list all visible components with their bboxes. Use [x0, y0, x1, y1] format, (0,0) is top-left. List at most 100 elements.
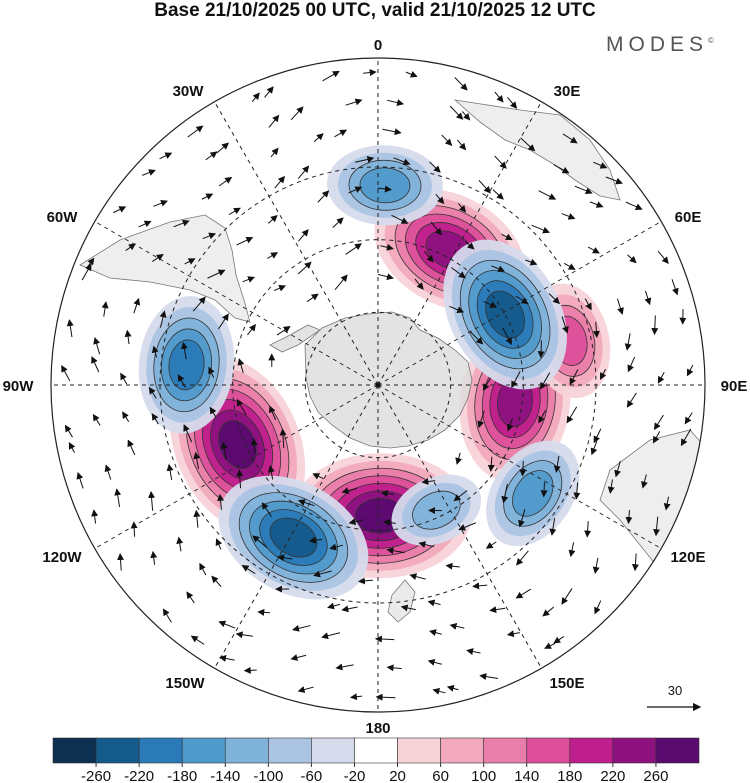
wind-vector — [177, 374, 186, 388]
colorbar-swatch — [311, 737, 355, 764]
colorbar-tick-label: -100 — [253, 768, 283, 783]
wind-vector — [133, 297, 141, 314]
anomaly-contour — [269, 517, 318, 558]
wind-vector — [663, 496, 671, 511]
wind-vector — [104, 464, 112, 480]
wind-vector — [515, 295, 529, 304]
wind-vector — [657, 371, 665, 384]
modes-logo-text: MODES — [606, 33, 709, 56]
reference-vector: 30 — [647, 683, 702, 712]
colorbar-swatch — [354, 737, 398, 764]
meridian-line — [204, 85, 379, 386]
wind-vector — [593, 428, 602, 444]
wind-vector — [627, 356, 636, 373]
wind-vector — [317, 190, 330, 203]
wind-vector — [566, 406, 578, 424]
wind-vector — [569, 369, 579, 386]
lon-label-120e: 120E — [670, 549, 705, 566]
wind-vector — [297, 499, 315, 507]
meridian-line — [377, 211, 678, 386]
wind-vector — [472, 582, 488, 590]
wind-vector — [152, 254, 164, 262]
wind-vector — [261, 502, 272, 518]
wind-vector — [574, 185, 593, 195]
wind-vector — [209, 406, 217, 418]
wind-vector — [125, 243, 136, 252]
wind-vector — [563, 262, 576, 270]
wind-vector — [400, 604, 416, 612]
wind-vector — [151, 345, 159, 358]
colorbar-swatch — [181, 737, 226, 764]
colorbar-tick-label: 20 — [389, 768, 406, 783]
wind-vector — [418, 541, 434, 548]
wind-vector — [435, 193, 445, 205]
wind-vector — [273, 284, 287, 292]
wind-vector — [624, 333, 632, 351]
wind-vector — [485, 541, 497, 549]
wind-vector — [429, 629, 442, 637]
wind-vector — [151, 413, 159, 425]
colorbar-swatch — [655, 737, 700, 764]
wind-vector — [159, 310, 167, 328]
wind-vector — [625, 201, 643, 210]
colorbar-swatch — [138, 737, 183, 764]
wind-vector — [176, 536, 184, 552]
colorbar-swatch — [95, 737, 140, 764]
colorbar-tick-label: -20 — [344, 768, 366, 783]
anomaly-negative-9 — [138, 296, 235, 434]
wind-vector — [654, 414, 664, 431]
wind-vector — [540, 482, 548, 498]
wind-vector — [553, 636, 565, 644]
wind-vector — [332, 217, 344, 228]
wind-vector — [491, 265, 506, 273]
wind-vector — [148, 386, 157, 399]
wind-vector — [268, 114, 280, 128]
wind-vector — [478, 180, 491, 194]
wind-vector — [76, 471, 84, 489]
wind-vector — [334, 274, 348, 291]
wind-vector — [501, 483, 509, 504]
wind-vector — [148, 490, 156, 511]
wind-vector — [130, 521, 138, 537]
meridian-line — [204, 384, 379, 685]
wind-vector — [355, 156, 375, 163]
wind-vector — [298, 229, 309, 242]
wind-vector — [537, 340, 545, 359]
wind-vector — [590, 440, 598, 456]
wind-vector — [380, 243, 394, 251]
antarctic-peninsula — [269, 324, 321, 353]
wind-vector — [614, 461, 621, 478]
wind-vector — [616, 298, 624, 315]
wind-vector — [81, 263, 92, 281]
wind-vector — [519, 460, 527, 477]
wind-vector — [101, 301, 109, 317]
new-zealand-outline — [387, 579, 416, 623]
wind-vector — [349, 693, 363, 701]
wind-vector — [207, 269, 226, 279]
lon-label-60w: 60W — [47, 209, 79, 226]
wind-vector — [377, 185, 392, 193]
wind-vector — [568, 542, 576, 558]
colorbar-tick-label: 100 — [471, 768, 496, 783]
wind-vector — [270, 147, 279, 158]
wind-vector — [607, 479, 615, 494]
wind-vector — [657, 250, 669, 265]
wind-vector — [409, 573, 426, 580]
colorbar-tick-label: 260 — [643, 768, 668, 783]
wind-vector — [186, 591, 195, 604]
wind-vector — [387, 99, 405, 107]
colorbar-tick-label: 180 — [557, 768, 582, 783]
wind-vector — [386, 547, 405, 555]
wind-vector — [341, 487, 357, 495]
wind-vector-field — [61, 69, 694, 701]
wind-vector — [506, 418, 514, 432]
wind-vector — [267, 465, 275, 480]
wind-vector — [374, 635, 395, 643]
wind-vector — [589, 201, 604, 208]
wind-vector — [335, 663, 354, 671]
lon-label-60e: 60E — [675, 209, 702, 226]
wind-vector — [594, 600, 602, 615]
south-pole-marker — [375, 382, 381, 388]
wind-vector — [641, 474, 648, 489]
